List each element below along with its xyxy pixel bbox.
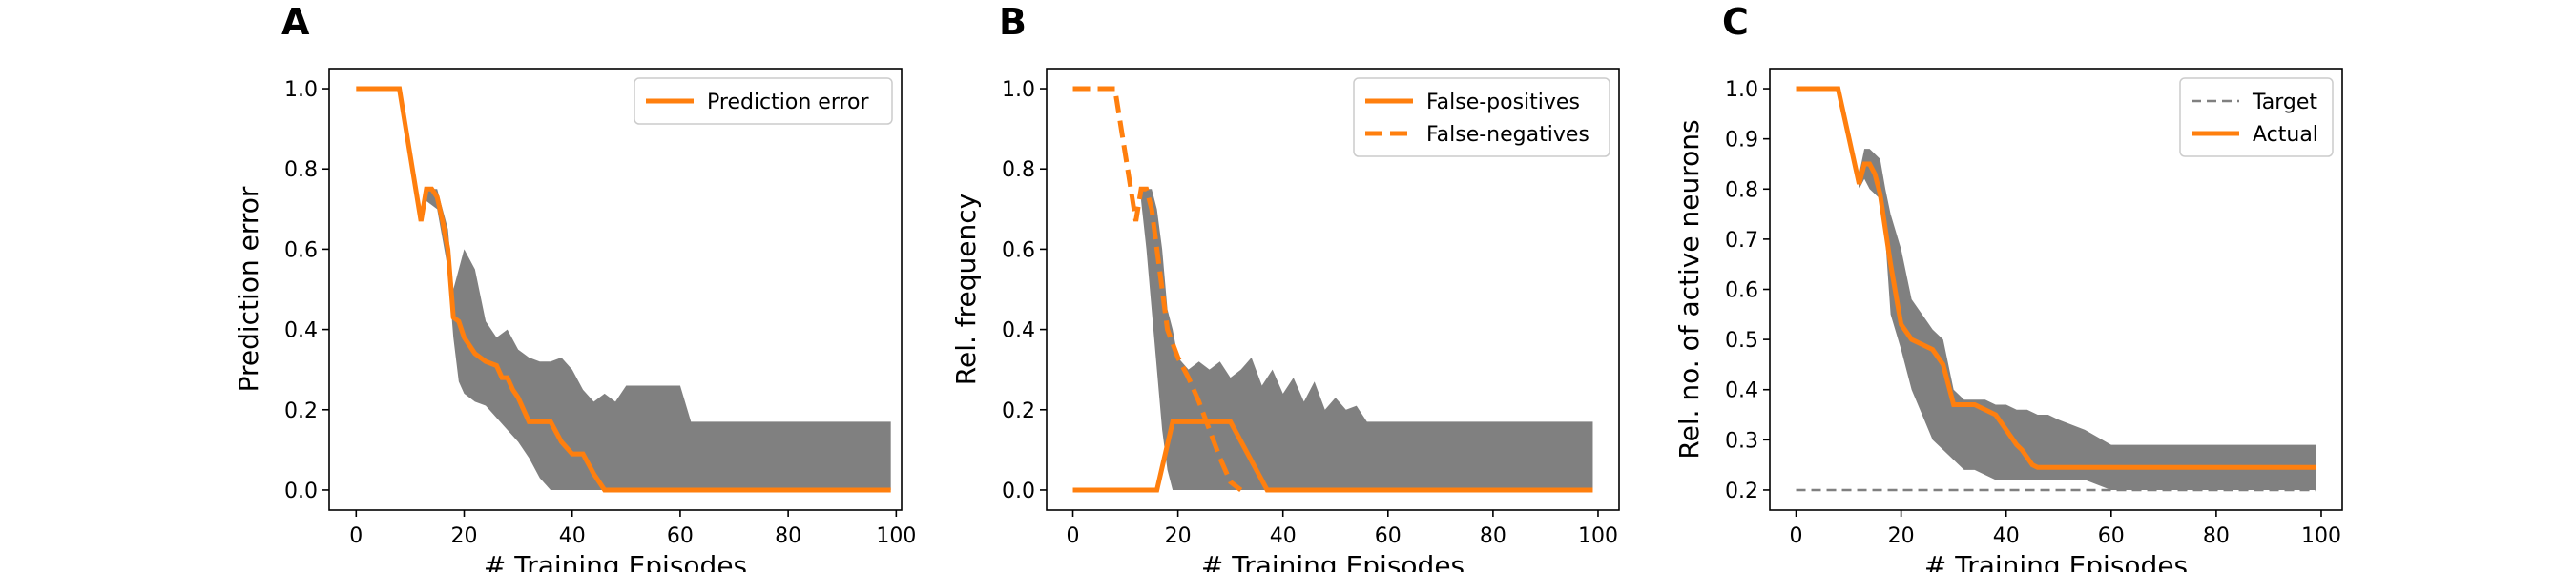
legend-box — [1353, 77, 1610, 157]
legend-label: False-negatives — [1426, 123, 1589, 147]
x-axis-label: # Training Episodes — [484, 550, 747, 572]
y-tick-label: 0.2 — [1725, 480, 1758, 503]
y-tick-label: 0.5 — [1725, 329, 1758, 353]
x-tick-label: 60 — [2098, 524, 2125, 548]
panel-letter: A — [281, 1, 310, 43]
axes-frame — [328, 68, 903, 511]
x-tick-label: 40 — [559, 524, 586, 548]
y-tick-label: 0.3 — [1725, 429, 1758, 453]
y-tick-label: 0.8 — [284, 158, 318, 182]
x-tick-label: 40 — [1993, 524, 2020, 548]
y-tick-label: 0.7 — [1725, 229, 1758, 253]
y-axis-label: Rel. frequency — [950, 194, 982, 385]
x-axis-label: # Training Episodes — [1924, 550, 2188, 572]
y-tick-label: 1.0 — [1725, 78, 1758, 102]
x-tick-label: 80 — [1480, 524, 1506, 548]
x-tick-label: 0 — [1790, 524, 1803, 548]
x-tick-label: 20 — [1888, 524, 1915, 548]
series-line-0 — [356, 86, 891, 493]
x-tick-label: 20 — [451, 524, 478, 548]
panel-c: C 0 20 40 60 80 100 0.2 0.3 0.4 0.5 0.6 0.7 0.8 0.9 1.0… — [1673, 1, 2343, 572]
series-line-1 — [1072, 86, 1243, 492]
y-tick-label: 0.6 — [284, 238, 318, 262]
legend-box — [634, 77, 893, 125]
x-tick-label: 80 — [775, 524, 801, 548]
y-tick-label: 0.0 — [1002, 480, 1035, 503]
panel-letter: C — [1722, 1, 1749, 43]
panel-b: B 0 20 40 60 80 100 0.0 0.2 0.4 0.6 0.8 1.0 # Trainin… — [950, 1, 1620, 572]
y-tick-label: 1.0 — [284, 78, 318, 102]
legend-label: Prediction error — [707, 91, 869, 114]
y-tick-label: 0.4 — [284, 319, 318, 343]
x-tick-label: 100 — [1578, 524, 1618, 548]
x-tick-label: 20 — [1165, 524, 1192, 548]
legend-label: False-positives — [1426, 91, 1580, 114]
x-tick-label: 100 — [876, 524, 916, 548]
y-tick-label: 0.4 — [1725, 379, 1758, 403]
y-tick-label: 0.8 — [1002, 158, 1035, 182]
legend-label: Target — [2252, 91, 2317, 114]
y-tick-label: 0.6 — [1002, 238, 1035, 262]
y-axis-label: Rel. no. of active neurons — [1673, 119, 1705, 459]
series-line-0 — [1072, 419, 1593, 493]
x-tick-label: 60 — [1375, 524, 1402, 548]
legend-box — [2179, 77, 2334, 157]
x-tick-label: 40 — [1270, 524, 1297, 548]
y-tick-label: 0.8 — [1725, 178, 1758, 202]
legend: False-positives False-negatives — [1353, 77, 1610, 157]
y-tick-label: 0.2 — [1002, 399, 1035, 423]
y-tick-label: 0.9 — [1725, 129, 1758, 153]
panel-letter: B — [999, 1, 1027, 43]
y-tick-label: 0.6 — [1725, 279, 1758, 303]
y-tick-label: 0.2 — [284, 399, 318, 423]
x-tick-label: 60 — [667, 524, 694, 548]
y-tick-label: 1.0 — [1002, 78, 1035, 102]
legend: Prediction error — [634, 77, 893, 125]
axes-frame — [1046, 68, 1620, 511]
confidence-band — [1859, 149, 2316, 490]
y-tick-label: 0.4 — [1002, 319, 1035, 343]
x-tick-label: 100 — [2301, 524, 2341, 548]
confidence-band — [1141, 189, 1593, 490]
legend: Target Actual — [2179, 77, 2334, 157]
y-axis-label: Prediction error — [233, 186, 264, 392]
series-line-1 — [1796, 86, 2316, 470]
x-tick-label: 0 — [1067, 524, 1080, 548]
x-tick-label: 80 — [2203, 524, 2230, 548]
y-tick-label: 0.0 — [284, 480, 318, 503]
x-tick-label: 0 — [349, 524, 363, 548]
confidence-band — [426, 189, 891, 490]
panel-a: A 0 20 40 60 80 100 0.0 0.2 0.4 0.6 0.8 1.0 # Trainin… — [233, 1, 916, 572]
x-axis-label: # Training Episodes — [1201, 550, 1465, 572]
legend-label: Actual — [2253, 123, 2318, 147]
